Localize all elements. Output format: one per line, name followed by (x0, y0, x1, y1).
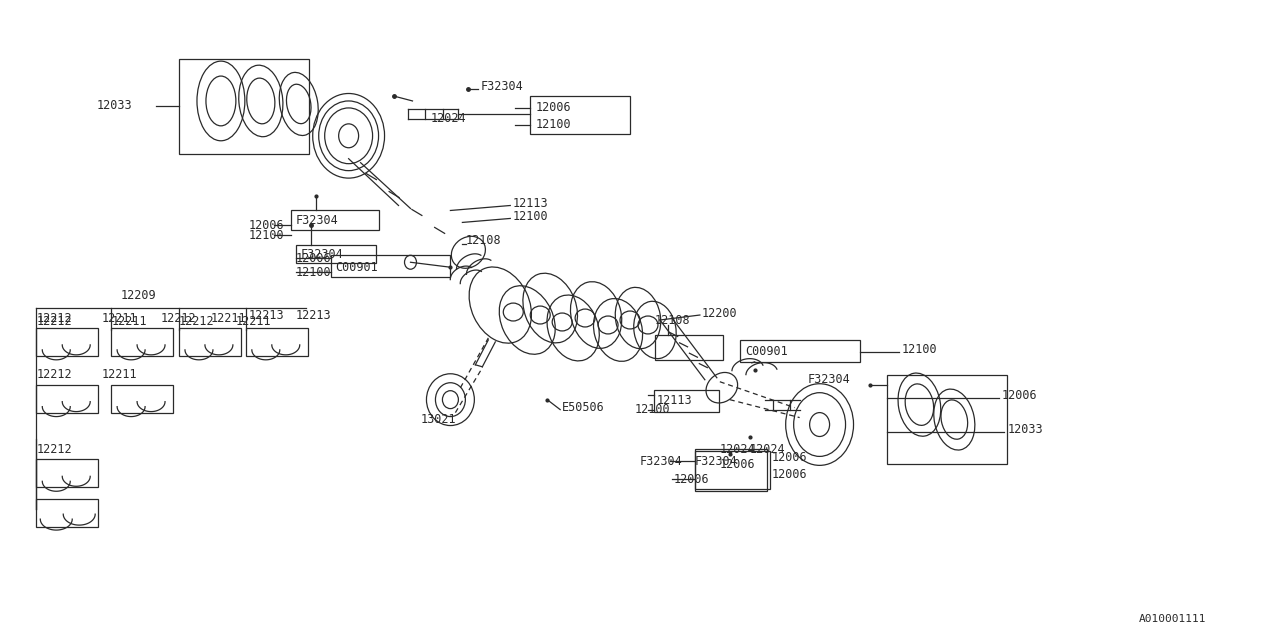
Text: F32304: F32304 (296, 214, 338, 227)
Text: 12006: 12006 (1001, 389, 1037, 402)
Bar (36, 499, 99, 527)
Bar (695, 451, 769, 489)
Text: 12213: 12213 (248, 308, 284, 321)
Text: 12006: 12006 (675, 473, 709, 486)
Bar (111, 328, 173, 356)
Text: 12100: 12100 (296, 266, 332, 278)
Text: 12108: 12108 (655, 314, 691, 326)
Text: 12212: 12212 (161, 312, 197, 324)
Text: A010001111: A010001111 (1139, 614, 1207, 624)
Text: 12211: 12211 (236, 316, 271, 328)
Text: 13021: 13021 (420, 413, 456, 426)
Text: 12006: 12006 (248, 219, 284, 232)
Text: 12211: 12211 (101, 368, 137, 381)
Text: C00901: C00901 (335, 260, 379, 274)
Bar (179, 328, 241, 356)
Text: 12100: 12100 (248, 229, 284, 242)
Text: 12211: 12211 (111, 316, 147, 328)
Bar (330, 255, 451, 277)
Bar (887, 375, 1007, 465)
Bar (291, 211, 379, 230)
Text: 12033: 12033 (1007, 423, 1043, 436)
Text: 12211: 12211 (101, 312, 137, 324)
Text: 12006: 12006 (772, 468, 808, 481)
Text: 12033: 12033 (96, 99, 132, 113)
Bar (179, 59, 308, 154)
Text: 12212: 12212 (36, 312, 72, 324)
Text: 12024: 12024 (719, 443, 755, 456)
Bar (695, 449, 767, 492)
Text: 12113: 12113 (657, 394, 692, 407)
Text: 12100: 12100 (512, 210, 548, 223)
Text: C00901: C00901 (745, 346, 787, 358)
Text: F32304: F32304 (808, 373, 850, 386)
Bar (36, 328, 99, 356)
Bar (296, 245, 375, 263)
Bar (530, 96, 630, 134)
Bar (655, 335, 723, 360)
Text: F32304: F32304 (480, 79, 524, 93)
Text: 12213: 12213 (296, 308, 332, 321)
Text: 12024: 12024 (430, 113, 466, 125)
Text: 12108: 12108 (466, 234, 500, 247)
Text: 12006: 12006 (296, 252, 332, 265)
Text: 12211: 12211 (211, 312, 247, 324)
Text: 12100: 12100 (535, 118, 571, 131)
Text: 12212: 12212 (36, 443, 72, 456)
Text: F32304: F32304 (301, 248, 343, 260)
Text: F32304: F32304 (695, 455, 737, 468)
Bar (111, 385, 173, 413)
Text: 12006: 12006 (772, 451, 808, 464)
Text: 12006: 12006 (719, 458, 755, 471)
Text: 12212: 12212 (36, 316, 72, 328)
Text: 12024: 12024 (750, 443, 786, 456)
Text: 12100: 12100 (901, 344, 937, 356)
Bar (36, 385, 99, 413)
Text: 12212: 12212 (179, 316, 215, 328)
Bar (36, 460, 99, 487)
Text: 12100: 12100 (635, 403, 671, 416)
Text: 12113: 12113 (512, 197, 548, 210)
Text: E50506: E50506 (562, 401, 605, 414)
Text: 12212: 12212 (36, 368, 72, 381)
Text: 12006: 12006 (535, 101, 571, 115)
Bar (246, 328, 307, 356)
Text: 12200: 12200 (701, 307, 737, 319)
Bar (740, 340, 860, 362)
Text: 12209: 12209 (122, 289, 156, 301)
Text: F32304: F32304 (640, 455, 682, 468)
Bar (654, 390, 719, 412)
